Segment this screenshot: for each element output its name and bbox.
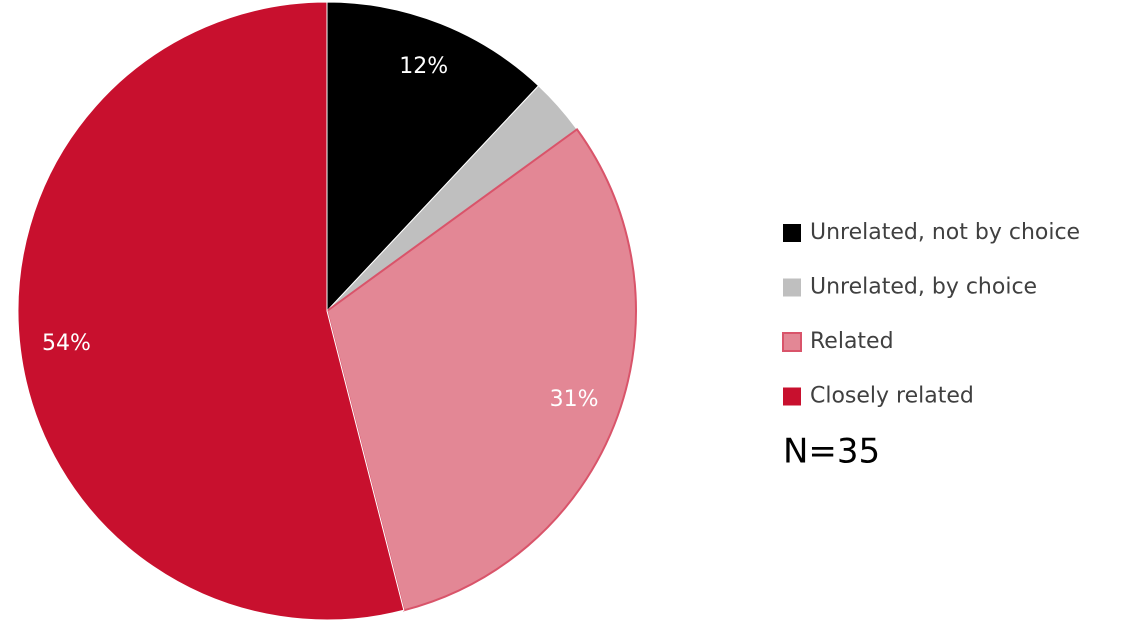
legend-swatch	[783, 224, 801, 242]
data-label: 31%	[550, 387, 599, 412]
legend-label: Related	[810, 329, 894, 354]
pie-slice	[17, 1, 405, 621]
legend-label: Unrelated, not by choice	[810, 220, 1080, 245]
legend-label: Unrelated, by choice	[810, 275, 1037, 300]
pie-slice	[326, 1, 540, 313]
legend-swatch	[783, 278, 801, 297]
data-label: 54%	[42, 331, 91, 356]
legend-swatch	[782, 332, 802, 352]
legend-swatch	[783, 387, 801, 406]
pie-slice	[325, 127, 637, 612]
legend-label: Closely related	[810, 384, 974, 409]
annotation: N=35	[783, 432, 880, 472]
data-label: 12%	[399, 54, 448, 79]
